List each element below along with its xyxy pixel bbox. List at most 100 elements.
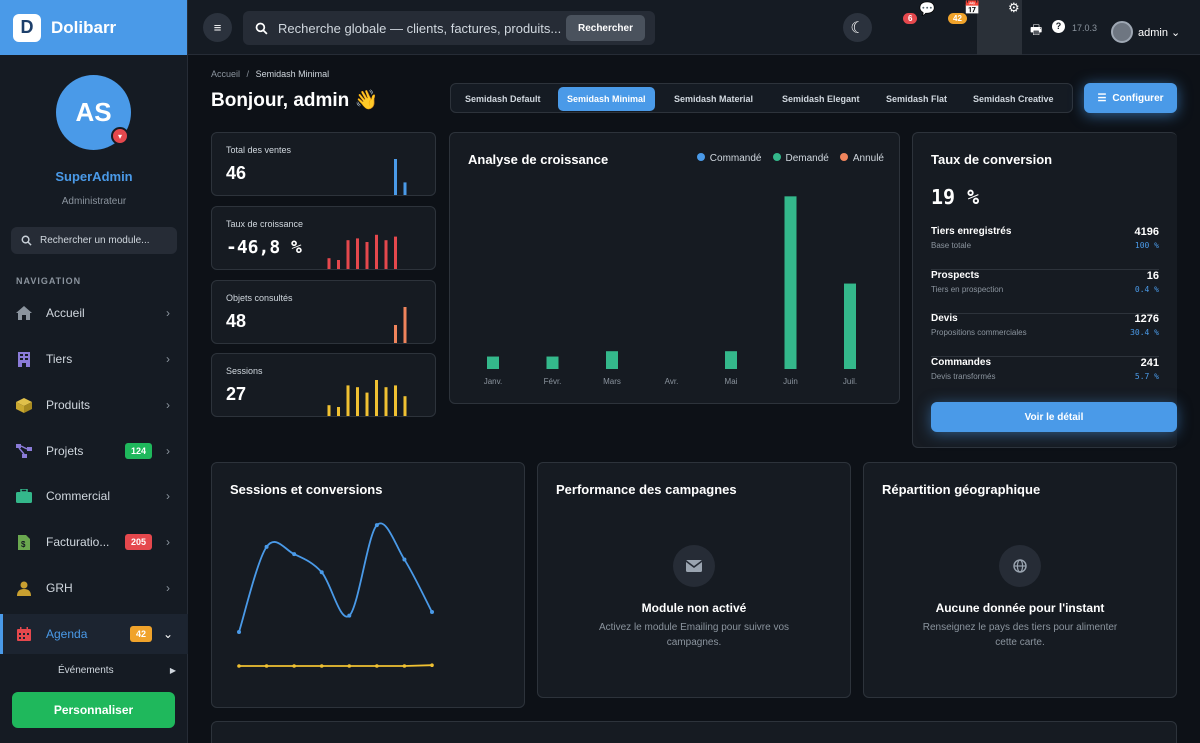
sidebar-item-tiers[interactable]: Tiers › — [0, 339, 188, 379]
conversions-point[interactable] — [347, 664, 352, 668]
growth-bar-chart: Janv. Févr. Mars Avr. Mai Juin Juil. — [484, 196, 857, 386]
module-search[interactable]: Rechercher un module... — [11, 227, 177, 254]
sessions-point[interactable] — [430, 610, 434, 615]
configure-label: Configurer — [1112, 92, 1164, 104]
sidebar-item-commercial[interactable]: Commercial › — [0, 476, 188, 516]
sessions-chart-card: Sessions et conversions — [211, 462, 525, 708]
legend-item-demande[interactable]: Demandé — [772, 153, 829, 164]
tab-semidash-material[interactable]: Semidash Material — [674, 94, 754, 104]
chevron-right-icon: › — [166, 489, 170, 503]
sessions-point[interactable] — [237, 629, 241, 634]
row-pct: 100 % — [1134, 241, 1159, 250]
sessions-point[interactable] — [347, 613, 352, 618]
x-tick-label: Mai — [725, 377, 738, 386]
conversions-point[interactable] — [430, 663, 434, 667]
conversions-point[interactable] — [237, 664, 241, 668]
user-avatar[interactable] — [1111, 21, 1133, 43]
sessions-title: Sessions et conversions — [230, 482, 383, 497]
avatar-status-icon: ▾ — [111, 127, 129, 145]
sidebar-item-projets[interactable]: Projets 124 › — [0, 431, 188, 471]
conversions-point[interactable] — [402, 664, 407, 668]
profile-role: Administrateur — [61, 196, 127, 207]
profile-name[interactable]: SuperAdmin — [55, 169, 133, 184]
sidebar-item-produits[interactable]: Produits › — [0, 385, 188, 425]
legend-item-commande[interactable]: Commandé — [696, 153, 762, 164]
kpi-bar — [394, 236, 397, 269]
version-label: 17.0.3 — [1072, 23, 1098, 33]
sidebar-item-label: Tiers — [46, 352, 73, 366]
profile-avatar[interactable]: AS — [56, 75, 131, 150]
kpi-bar — [384, 240, 388, 269]
sidebar-item-label: Agenda — [46, 627, 88, 641]
row-value: 241 — [1140, 357, 1159, 369]
messages-icon[interactable]: 💬 — [919, 1, 936, 16]
growth-bar[interactable] — [546, 356, 559, 369]
search-icon — [21, 235, 32, 246]
sidebar-subitem-evenements[interactable]: Événements ▶ — [0, 660, 188, 680]
customize-button[interactable]: Personnaliser — [12, 692, 175, 728]
view-detail-button[interactable]: Voir le détail — [931, 402, 1177, 432]
brand-header[interactable]: D Dolibarr — [0, 0, 187, 55]
growth-bar[interactable] — [606, 351, 618, 369]
conversions-point[interactable] — [375, 664, 379, 668]
topbar: ≡ Rechercher ☾ 💬 6 📅 42 ⚙ 🖶 ? 17.0.3 adm… — [188, 0, 1200, 55]
chevron-right-icon: › — [166, 581, 170, 595]
sessions-point[interactable] — [292, 552, 297, 557]
chevron-down-icon: ⌄ — [1171, 27, 1181, 39]
agenda-count-badge: 42 — [129, 626, 152, 642]
module-search-placeholder: Rechercher un module... — [40, 235, 150, 246]
sidebar-item-agenda[interactable]: Agenda 42 ⌄ — [0, 614, 188, 654]
settings-gear-icon[interactable]: ⚙ — [1008, 0, 1020, 15]
menu-toggle-button[interactable]: ≡ — [203, 13, 232, 42]
agenda-menu[interactable] — [977, 0, 1022, 55]
row-pct: 30.4 % — [1130, 328, 1159, 337]
tab-semidash-flat[interactable]: Semidash Flat — [886, 94, 948, 104]
calendar-icon — [16, 626, 32, 642]
sessions-point[interactable] — [402, 557, 407, 562]
dark-mode-toggle[interactable]: ☾ — [843, 13, 872, 42]
configure-button[interactable]: ☰ Configurer — [1084, 83, 1177, 113]
legend-item-annule[interactable]: Annulé — [839, 153, 884, 164]
sidebar-item-facturation[interactable]: $ Facturatio... 205 › — [0, 522, 188, 562]
conversions-point[interactable] — [264, 664, 269, 668]
conversions-point[interactable] — [292, 664, 296, 668]
tab-semidash-default[interactable]: Semidash Default — [465, 94, 541, 104]
sidebar-item-grh[interactable]: GRH › — [0, 568, 188, 608]
row-name: Tiers enregistrés — [931, 226, 1012, 237]
kpi-bar — [337, 260, 340, 269]
messages-badge: 6 — [903, 13, 918, 24]
legend-label: Annulé — [852, 153, 884, 164]
kpi-bar — [375, 380, 378, 416]
tab-semidash-minimal[interactable]: Semidash Minimal — [558, 87, 655, 111]
sessions-point[interactable] — [319, 570, 324, 575]
search-button[interactable]: Rechercher — [565, 15, 645, 41]
sidebar-item-label: Facturatio... — [46, 535, 110, 549]
growth-bar[interactable] — [784, 196, 797, 369]
global-search-input[interactable] — [278, 20, 563, 36]
geo-empty-title: Aucune donnée pour l'instant — [935, 601, 1105, 615]
tab-semidash-elegant[interactable]: Semidash Elegant — [782, 94, 860, 104]
growth-bar[interactable] — [487, 356, 499, 369]
print-icon[interactable]: 🖶 — [1030, 22, 1043, 37]
sessions-point[interactable] — [264, 544, 269, 549]
sessions-point[interactable] — [374, 523, 379, 528]
sidebar-item-accueil[interactable]: Accueil › — [0, 293, 188, 333]
growth-bar[interactable] — [725, 351, 737, 369]
bottom-card — [211, 721, 1177, 743]
building-icon — [16, 351, 32, 367]
kpi-bar — [337, 407, 340, 416]
help-icon[interactable]: ? — [1052, 20, 1065, 33]
kpi-card-viewed: Objets consultés 48 — [211, 280, 436, 344]
invoice-icon: $ — [16, 534, 32, 550]
home-icon — [16, 305, 32, 321]
user-menu[interactable]: admin ⌄ — [1138, 26, 1180, 39]
conversion-row: Tiers enregistrés Base totale 4196 100 % — [931, 226, 1159, 270]
conversions-point[interactable] — [319, 664, 324, 668]
global-search[interactable]: Rechercher — [243, 11, 655, 45]
kpi-bar — [384, 387, 388, 416]
growth-bar[interactable] — [844, 283, 856, 369]
kpi-bar — [365, 242, 369, 269]
breadcrumb-home[interactable]: Accueil — [211, 69, 241, 79]
agenda-icon[interactable]: 📅 — [964, 0, 981, 15]
tab-semidash-creative[interactable]: Semidash Creative — [973, 94, 1054, 104]
